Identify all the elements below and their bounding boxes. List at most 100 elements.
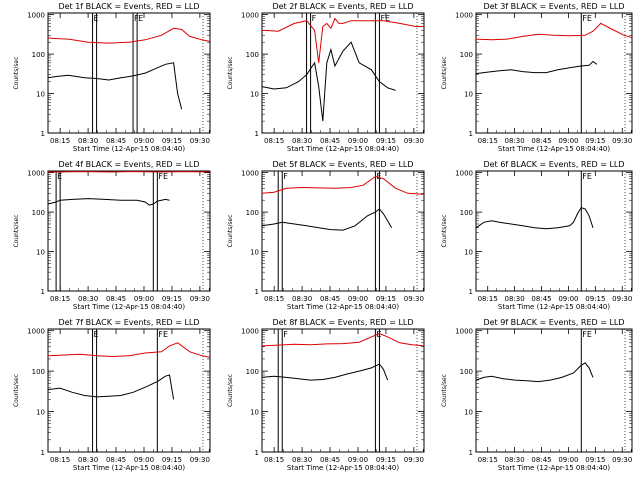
x-tick-label: 08:30 [505,456,525,464]
panel-3: Det 3f BLACK = Events, RED = LLD 1 10 100 10… [441,2,633,153]
panel-7: Det 7f BLACK = Events, RED = LLD 1 10 100 10… [13,318,211,472]
x-tick-label: 08:15 [478,456,498,464]
plot-frame [261,328,425,453]
panel-8: Det 8f BLACK = Events, RED = LLD 1 10 100 10… [227,318,425,472]
x-tick-label: 09:15 [162,295,182,303]
x-tick-label: 09:30 [190,295,210,303]
series-line-events [475,206,594,230]
x-tick-label: 08:45 [531,137,551,145]
y-tick-label: 1 [469,449,473,457]
x-tick-label: 08:30 [78,137,98,145]
panel-title: Det 9f BLACK = Events, RED = LLD [483,318,624,327]
x-tick-label: 09:00 [134,137,154,145]
y-tick-label: 1 [41,288,45,296]
y-axis-label: Counts/sec [13,56,20,89]
x-tick-label: 08:15 [50,137,70,145]
panel-5: Det 5f BLACK = Events, RED = LLD 1 10 100 10… [227,160,425,311]
y-tick-label: 1 [469,130,473,138]
x-axis-label: Start Time (12-Apr-15 08:04:40) [498,303,610,311]
marker-label: F [283,330,288,339]
y-tick-label: 10 [36,91,45,99]
y-tick-label: 1000 [455,170,473,178]
x-tick-label: 08:30 [505,137,525,145]
x-axis-label: Start Time (12-Apr-15 08:04:40) [73,145,185,153]
x-tick-label: 09:00 [134,456,154,464]
y-tick-label: 10 [250,249,259,257]
x-tick-label: 09:30 [612,137,632,145]
marker-label: FE [582,172,592,181]
x-tick-label: 09:00 [558,137,578,145]
x-tick-label: 09:30 [190,137,210,145]
y-tick-label: 100 [460,368,473,376]
y-axis-label: Counts/sec [227,56,234,89]
panel-title: Det 6f BLACK = Events, RED = LLD [483,160,624,169]
panel-title: Det 1f BLACK = Events, RED = LLD [58,2,199,11]
series-line-events [47,198,170,206]
y-axis-label: Counts/sec [441,56,448,89]
y-tick-label: 100 [246,209,259,217]
marker-label: FE [582,14,592,23]
y-tick-label: 1000 [455,12,473,20]
y-tick-label: 10 [464,249,473,257]
y-tick-label: 1 [255,288,259,296]
y-tick-label: 100 [32,209,45,217]
series-line-lld [47,27,211,44]
series-line-events [475,362,594,383]
y-tick-label: 1000 [241,170,259,178]
y-axis-label: Counts/sec [13,214,20,247]
plot-frame [47,170,211,292]
marker-label: FE [380,14,390,23]
marker-label: F [283,172,288,181]
y-tick-label: 1000 [27,12,45,20]
x-tick-label: 09:15 [376,456,396,464]
x-tick-label: 08:30 [292,137,312,145]
marker-label: F [134,14,139,23]
x-tick-label: 08:45 [320,456,340,464]
x-tick-label: 08:30 [78,295,98,303]
plot-frame [47,328,211,453]
x-tick-label: 08:45 [320,137,340,145]
plot-frame [475,12,633,134]
y-axis-label: Counts/sec [441,214,448,247]
plot-frame [261,12,425,134]
marker-label: E [94,330,99,339]
series-line-lld [47,342,211,358]
series-line-events [261,41,396,122]
x-axis-label: Start Time (12-Apr-15 08:04:40) [498,145,610,153]
y-tick-label: 1 [255,130,259,138]
y-tick-label: 100 [460,209,473,217]
x-tick-label: 09:30 [612,456,632,464]
x-tick-label: 09:30 [190,456,210,464]
x-tick-label: 09:30 [404,137,424,145]
series-line-events [47,62,183,110]
y-axis-label: Counts/sec [441,374,448,407]
x-tick-label: 08:30 [292,295,312,303]
series-line-events [47,374,175,400]
x-tick-label: 09:15 [376,137,396,145]
x-tick-label: 09:00 [134,295,154,303]
panel-title: Det 8f BLACK = Events, RED = LLD [272,318,413,327]
x-tick-label: 09:00 [348,456,368,464]
y-tick-label: 10 [36,409,45,417]
marker-label: FE [158,330,168,339]
y-tick-label: 1000 [241,12,259,20]
plot-frame [261,170,425,292]
x-tick-label: 09:15 [376,295,396,303]
x-tick-label: 08:30 [292,456,312,464]
x-tick-label: 08:15 [478,137,498,145]
marker-label: E [94,14,99,23]
marker-label: FE [158,172,168,181]
panel-title: Det 5f BLACK = Events, RED = LLD [272,160,413,169]
marker-label: E [376,330,381,339]
x-tick-label: 08:45 [531,295,551,303]
marker-label: FE [582,330,592,339]
x-tick-label: 08:15 [264,456,284,464]
x-tick-label: 08:45 [320,295,340,303]
y-tick-label: 1000 [455,328,473,336]
series-line-lld [261,332,425,347]
series-line-lld [261,175,425,195]
x-tick-label: 08:45 [106,295,126,303]
series-line-lld [261,17,424,63]
plot-frame [475,170,633,292]
